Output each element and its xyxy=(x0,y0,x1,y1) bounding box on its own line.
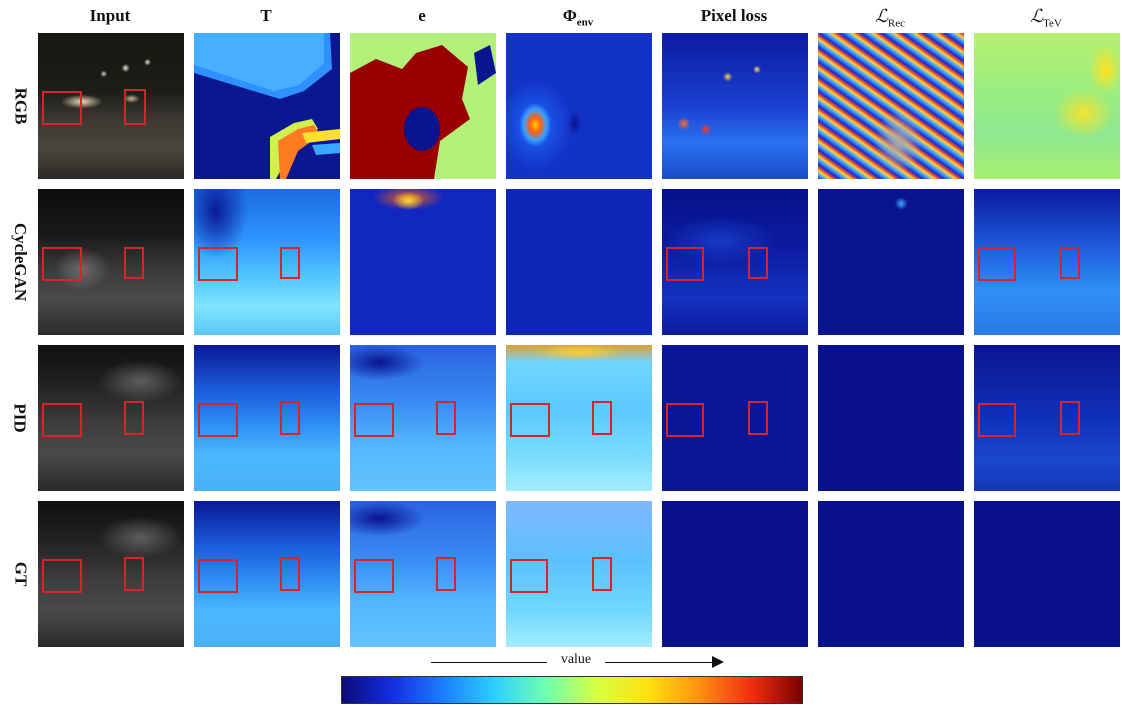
highlight-box xyxy=(666,247,704,281)
tile-pid-l-rec xyxy=(818,345,964,491)
tile-gt-pixel-loss xyxy=(662,501,808,647)
colorbar-label: value xyxy=(560,652,592,667)
col-header-phi-env: Φenv xyxy=(562,6,594,29)
tile-cyclegan-input xyxy=(38,189,184,335)
highlight-box xyxy=(436,401,456,435)
tile-gt-e xyxy=(350,501,496,647)
highlight-box xyxy=(124,401,144,435)
tile-pid-input xyxy=(38,345,184,491)
highlight-box xyxy=(592,401,612,435)
highlight-box xyxy=(198,247,238,281)
tile-rgb-e xyxy=(350,33,496,179)
highlight-box xyxy=(198,559,238,593)
tile-rgb-l-tev xyxy=(974,33,1120,179)
highlight-box xyxy=(280,401,300,435)
col-header-l-rec: ℒRec xyxy=(874,6,906,30)
value-arrow-line-right xyxy=(605,662,713,663)
tile-rgb-phi-env xyxy=(506,33,652,179)
highlight-box xyxy=(978,403,1016,437)
tile-rgb-t xyxy=(194,33,340,179)
highlight-box xyxy=(124,247,144,279)
highlight-box xyxy=(42,559,82,593)
row-label-cyclegan: CycleGAN xyxy=(11,222,30,302)
highlight-box xyxy=(280,247,300,279)
row-label-rgb: RGB xyxy=(11,87,30,125)
highlight-box xyxy=(666,403,704,437)
col-header-pixel-loss: Pixel loss xyxy=(700,6,768,25)
tile-pid-l-tev xyxy=(974,345,1120,491)
tile-rgb-l-rec xyxy=(818,33,964,179)
highlight-box xyxy=(748,401,768,435)
highlight-box xyxy=(436,557,456,591)
highlight-box xyxy=(510,559,548,593)
row-label-pid: PID xyxy=(11,403,30,433)
value-arrow-line-left xyxy=(431,662,547,663)
tile-gt-t xyxy=(194,501,340,647)
col-header-input: Input xyxy=(89,6,131,25)
highlight-box xyxy=(748,247,768,279)
colorbar xyxy=(341,676,803,704)
tile-cyclegan-pixel-loss xyxy=(662,189,808,335)
highlight-box xyxy=(592,557,612,591)
row-label-gt: GT xyxy=(11,561,30,587)
tile-gt-input xyxy=(38,501,184,647)
tile-rgb-input xyxy=(38,33,184,179)
tile-pid-phi-env xyxy=(506,345,652,491)
highlight-box xyxy=(354,559,394,593)
tile-gt-phi-env xyxy=(506,501,652,647)
tile-cyclegan-l-tev xyxy=(974,189,1120,335)
tile-gt-l-rec xyxy=(818,501,964,647)
highlight-box xyxy=(978,247,1016,281)
highlight-box xyxy=(510,403,550,437)
highlight-box xyxy=(198,403,238,437)
tile-cyclegan-l-rec xyxy=(818,189,964,335)
tile-rgb-pixel-loss xyxy=(662,33,808,179)
highlight-box xyxy=(1060,247,1080,279)
highlight-box xyxy=(280,557,300,591)
col-header-e: e xyxy=(418,6,426,25)
arrow-right-icon xyxy=(712,656,724,668)
col-header-t: T xyxy=(260,6,272,25)
highlight-box xyxy=(1060,401,1080,435)
tile-cyclegan-t xyxy=(194,189,340,335)
tile-pid-pixel-loss xyxy=(662,345,808,491)
tile-cyclegan-phi-env xyxy=(506,189,652,335)
col-header-l-tev: ℒTeV xyxy=(1030,6,1062,30)
highlight-box xyxy=(42,247,82,281)
tile-pid-e xyxy=(350,345,496,491)
tile-pid-t xyxy=(194,345,340,491)
tile-cyclegan-e xyxy=(350,189,496,335)
highlight-box xyxy=(354,403,394,437)
highlight-box xyxy=(124,89,146,125)
highlight-box xyxy=(124,557,144,591)
tile-gt-l-tev xyxy=(974,501,1120,647)
highlight-box xyxy=(42,403,82,437)
highlight-box xyxy=(42,91,82,125)
